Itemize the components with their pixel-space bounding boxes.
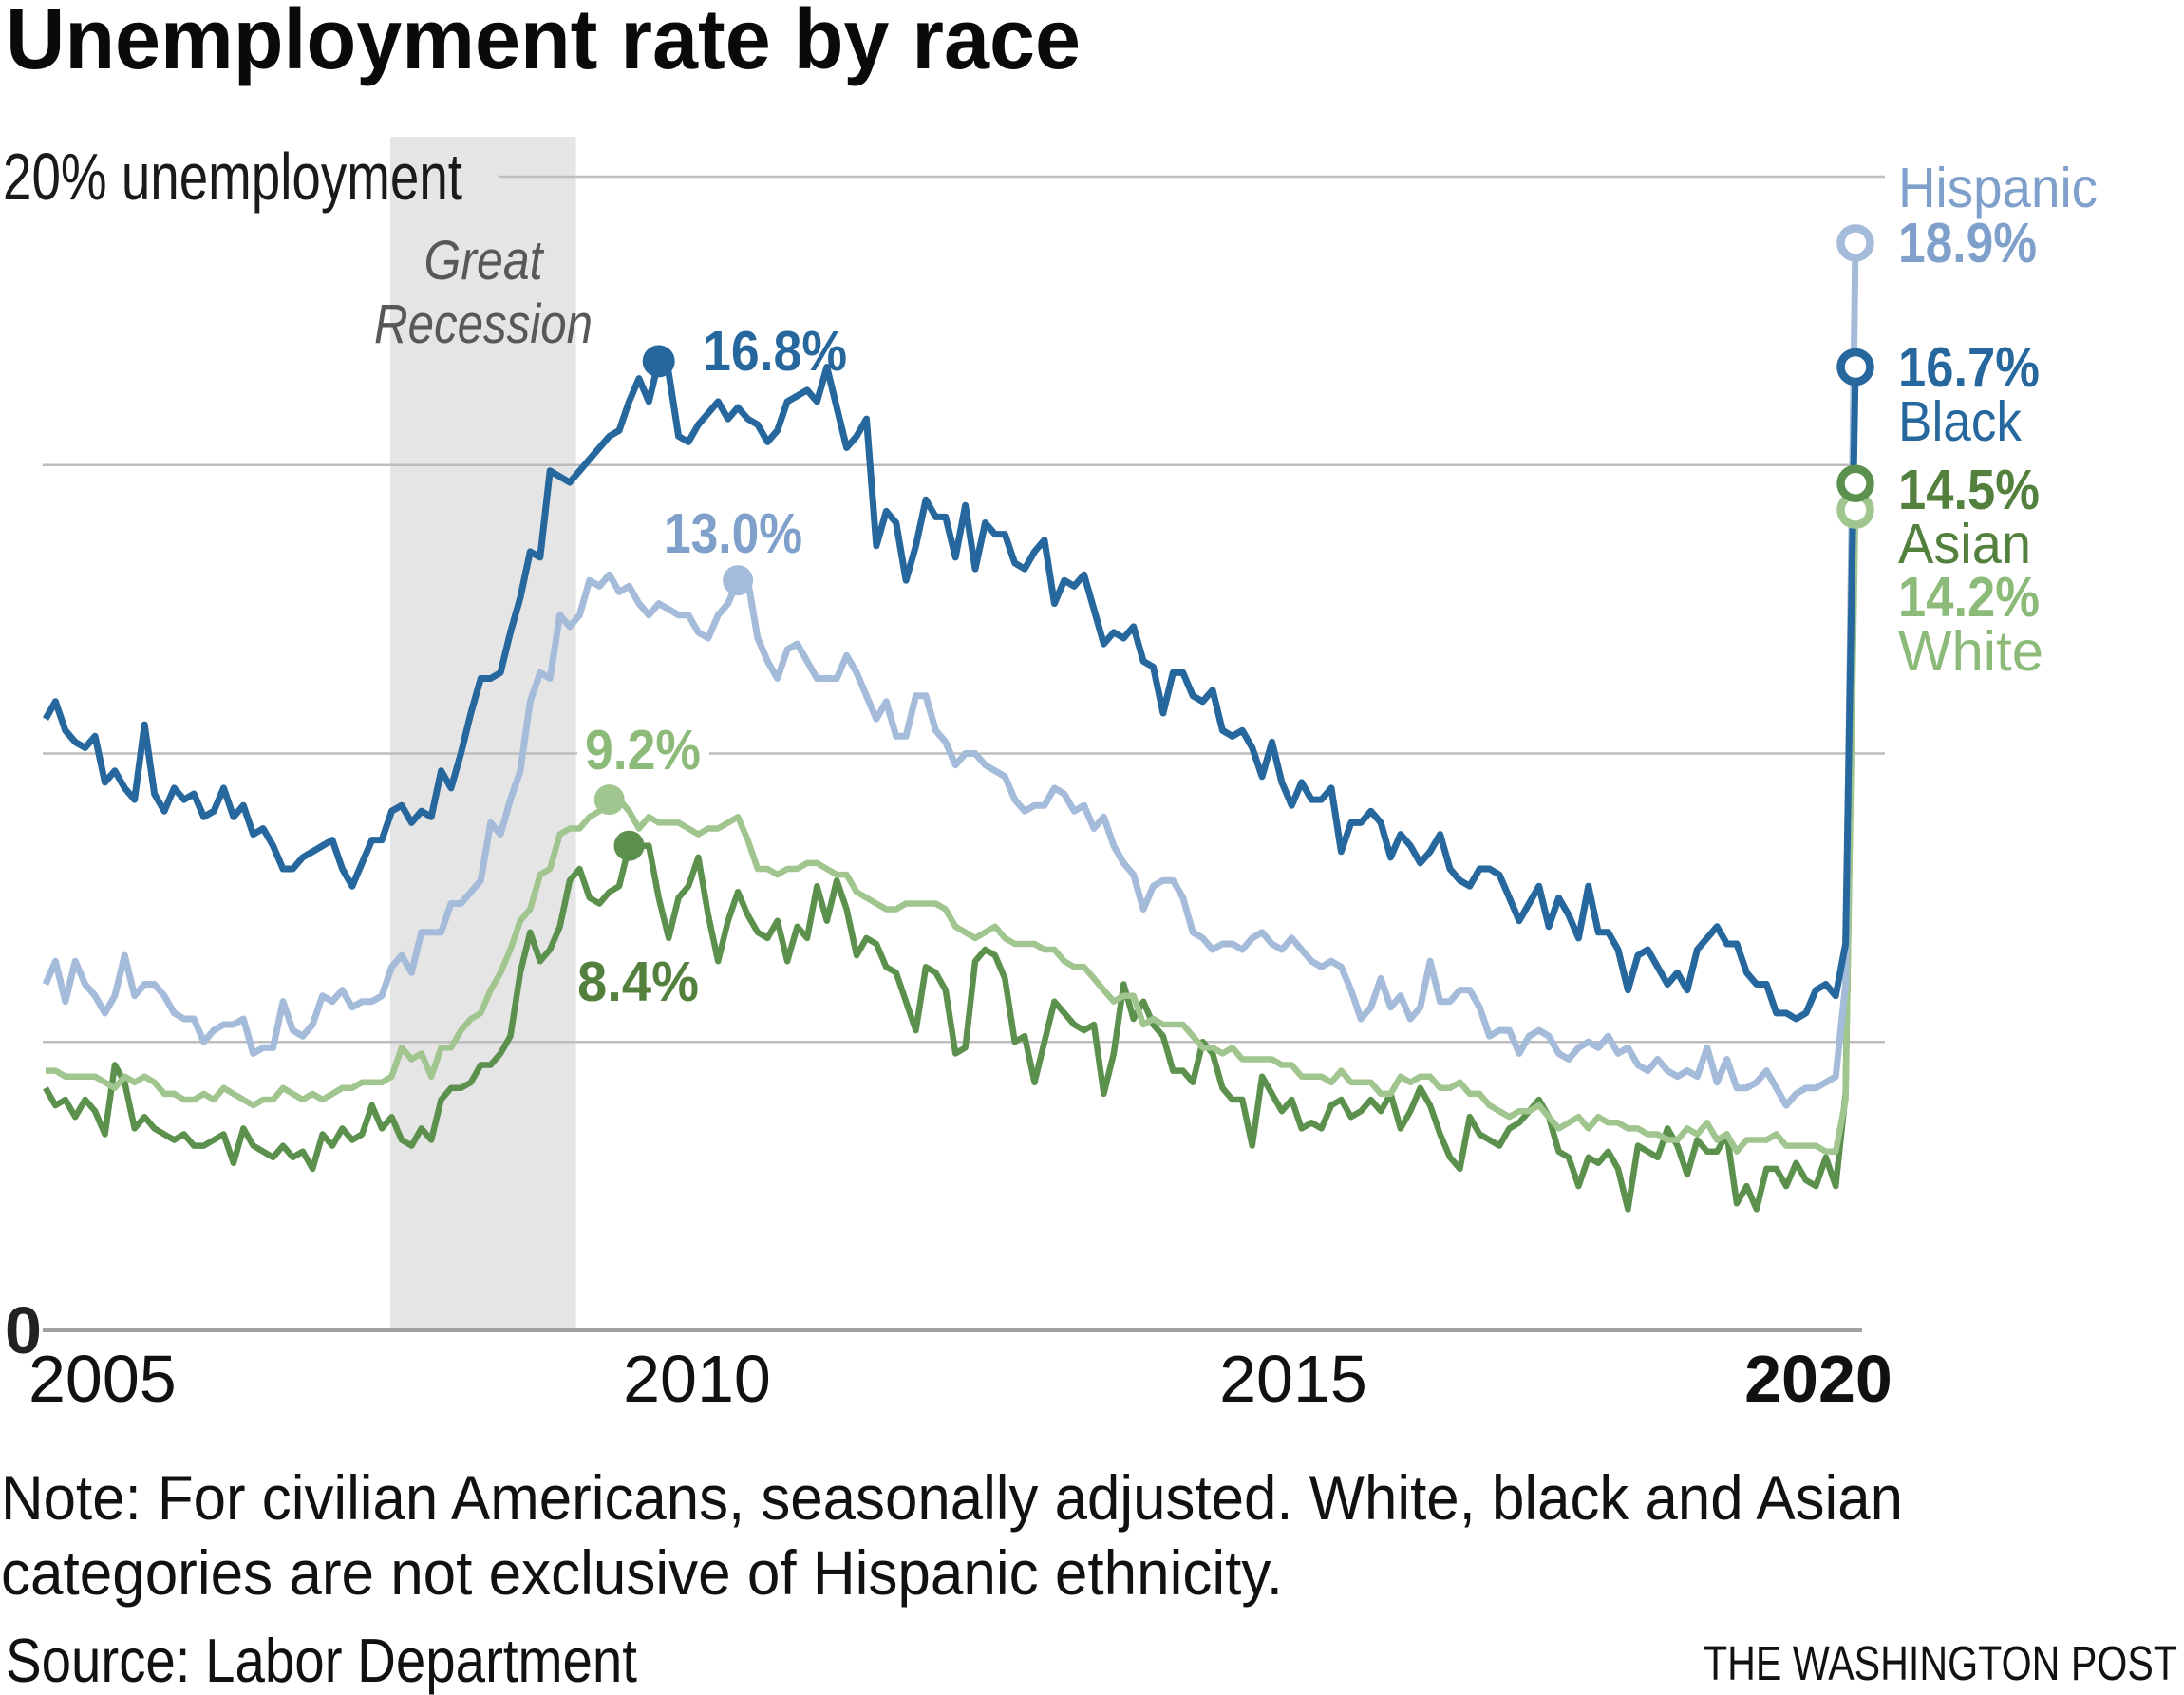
svg-text:White: White [1898,620,2043,683]
svg-text:Unemployment rate by race: Unemployment rate by race [6,0,1081,87]
svg-text:Note: For civilian Americans,: Note: For civilian Americans, seasonally… [1,1462,1903,1533]
svg-text:14.5%: 14.5% [1898,459,2040,521]
svg-text:2020: 2020 [1744,1342,1892,1416]
svg-text:20% unemployment: 20% unemployment [3,140,462,214]
svg-text:16.7%: 16.7% [1898,336,2040,399]
svg-text:THE WASHINGTON POST: THE WASHINGTON POST [1704,1636,2177,1690]
svg-text:16.8%: 16.8% [703,320,847,383]
svg-text:9.2%: 9.2% [585,719,701,782]
svg-text:0: 0 [5,1293,42,1367]
svg-text:categories are not exclusive o: categories are not exclusive of Hispanic… [1,1537,1283,1608]
svg-text:18.9%: 18.9% [1898,212,2037,274]
svg-text:Asian: Asian [1898,513,2031,575]
svg-text:Hispanic: Hispanic [1898,157,2098,219]
svg-text:14.2%: 14.2% [1898,566,2040,629]
svg-text:Recession: Recession [374,293,593,355]
svg-text:8.4%: 8.4% [577,951,699,1013]
svg-text:13.0%: 13.0% [664,502,802,565]
svg-text:2005: 2005 [28,1342,177,1416]
svg-text:Black: Black [1898,390,2022,453]
svg-text:2015: 2015 [1219,1342,1367,1416]
svg-text:2010: 2010 [623,1342,771,1416]
svg-text:Source: Labor Department: Source: Labor Department [6,1626,637,1695]
svg-text:Great: Great [424,230,545,292]
